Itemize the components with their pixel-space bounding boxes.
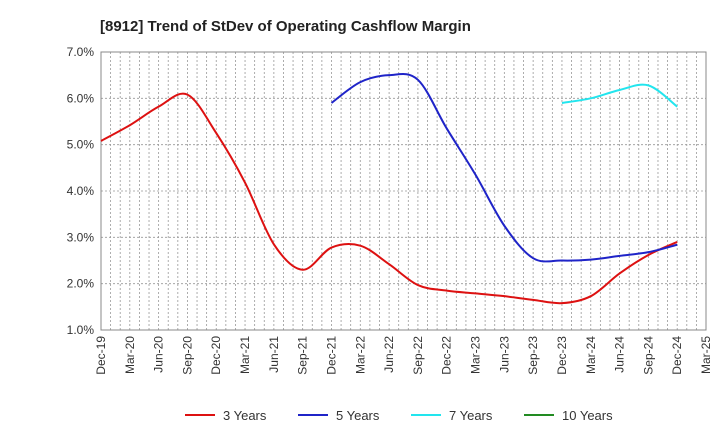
- legend-label-7-years: 7 Years: [449, 408, 493, 423]
- y-tick-label: 5.0%: [67, 138, 95, 152]
- chart-title: [8912] Trend of StDev of Operating Cashf…: [100, 18, 471, 35]
- legend-label-3-years: 3 Years: [223, 408, 267, 423]
- x-tick-label: Mar-24: [584, 336, 598, 374]
- plot-border: [100, 51, 707, 331]
- x-tick-label: Jun-20: [152, 336, 166, 373]
- x-tick-label: Dec-19: [94, 336, 108, 375]
- x-tick-label: Mar-21: [238, 336, 252, 374]
- x-tick-label: Jun-24: [613, 336, 627, 373]
- series-line-3-years: [100, 92, 678, 305]
- x-tick-label: Mar-22: [353, 336, 367, 374]
- x-tick-label: Mar-25: [699, 336, 713, 374]
- y-tick-label: 7.0%: [67, 45, 95, 59]
- x-tick-label: Sep-23: [526, 336, 540, 375]
- x-tick-label: Mar-20: [123, 336, 137, 374]
- plot-background: [101, 52, 706, 330]
- x-tick-label: Sep-22: [411, 336, 425, 375]
- x-tick-label: Jun-23: [497, 336, 511, 373]
- x-tick-label: Dec-21: [324, 336, 338, 375]
- series-line-5-years: [330, 73, 678, 263]
- series-line-7-years: [561, 83, 678, 108]
- x-tick-label: Dec-22: [440, 336, 454, 375]
- legend: 3 Years 5 Years 7 Years 10 Years: [185, 408, 613, 423]
- x-tick-label: Sep-24: [641, 336, 655, 375]
- x-tick-label: Dec-23: [555, 336, 569, 375]
- x-tick-label: Jun-22: [382, 336, 396, 373]
- x-tick-label: Dec-20: [209, 336, 223, 375]
- y-tick-label: 4.0%: [67, 184, 95, 198]
- x-tick-label: Dec-24: [670, 336, 684, 375]
- y-tick-label: 1.0%: [67, 323, 95, 337]
- legend-label-10-years: 10 Years: [562, 408, 613, 423]
- y-tick-label: 3.0%: [67, 230, 95, 244]
- x-tick-label: Sep-21: [296, 336, 310, 375]
- x-tick-label: Mar-23: [469, 336, 483, 374]
- legend-label-5-years: 5 Years: [336, 408, 380, 423]
- plot-area: 1.0% 2.0% 3.0% 4.0% 5.0% 6.0% 7.0% Dec-19 Mar-20…: [67, 45, 713, 375]
- x-tick-label: Sep-20: [180, 336, 194, 375]
- x-tick-label: Jun-21: [267, 336, 281, 373]
- y-tick-label: 2.0%: [67, 277, 95, 291]
- y-tick-label: 6.0%: [67, 91, 95, 105]
